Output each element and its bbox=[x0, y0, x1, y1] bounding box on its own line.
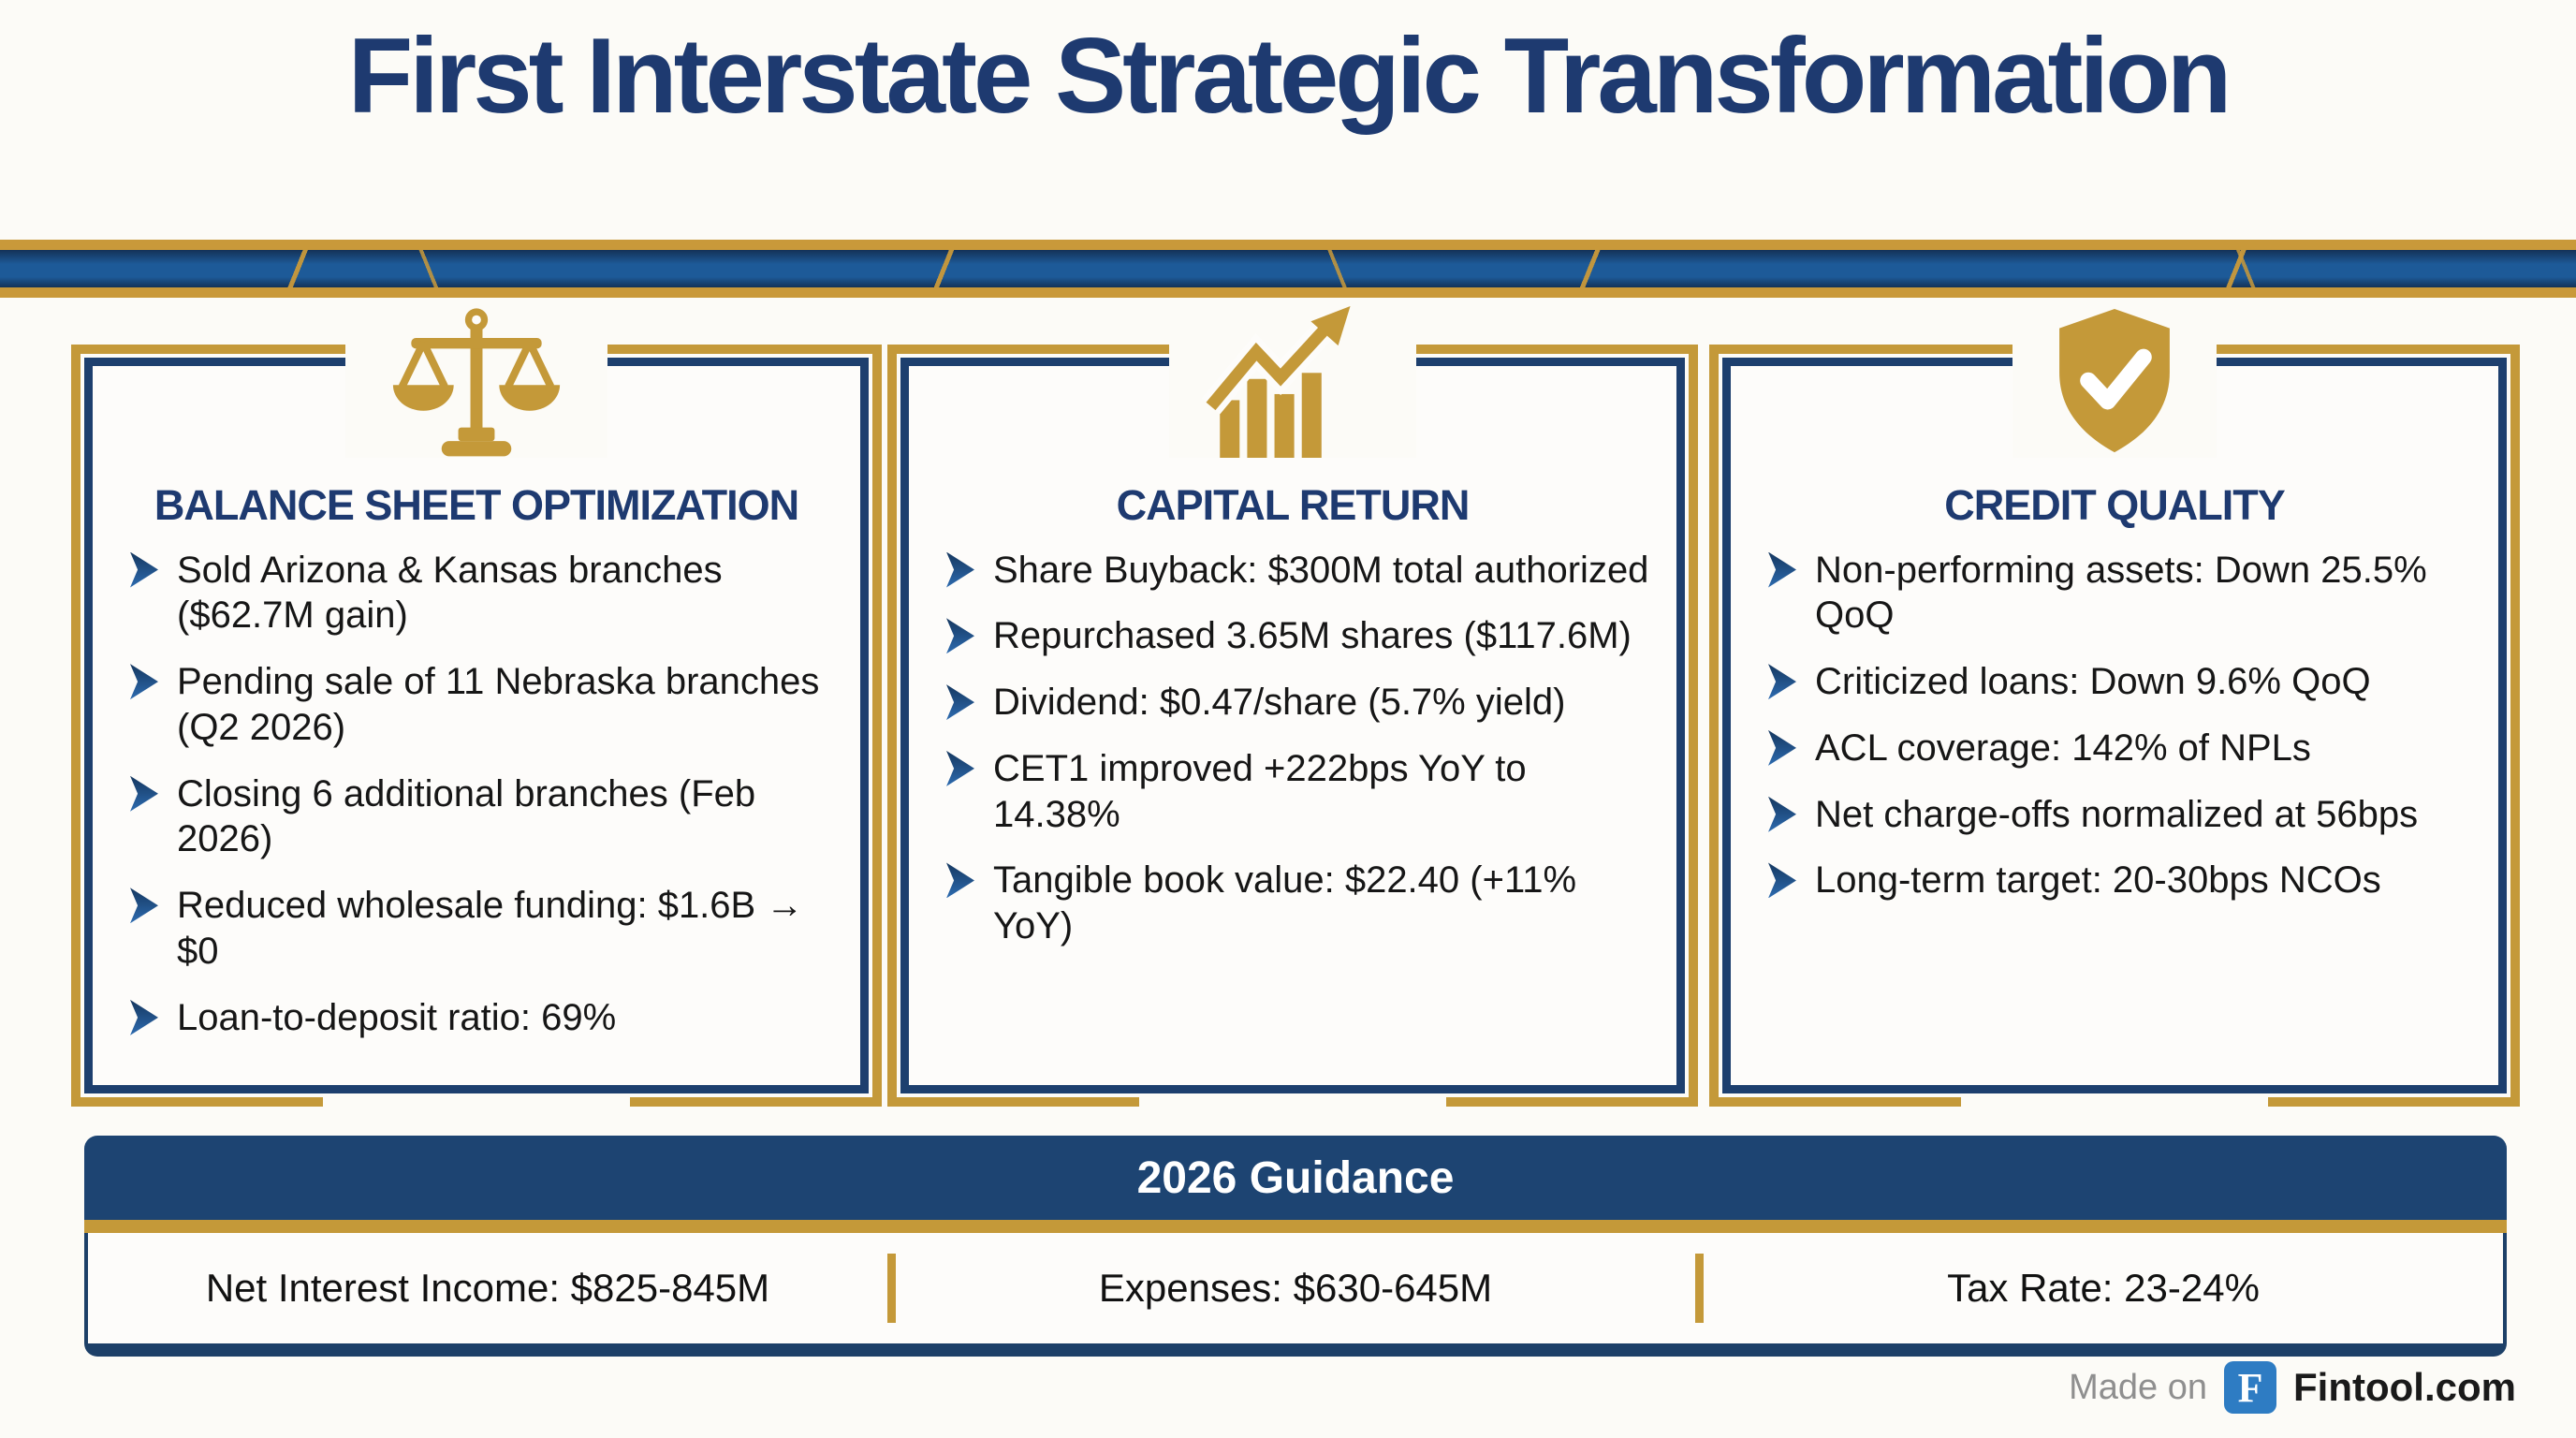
card-capital-return: CAPITAL RETURN Share Buyback: $300M tota… bbox=[887, 306, 1698, 1108]
guidance-gold-strip bbox=[84, 1220, 2507, 1233]
list-item: Repurchased 3.65M shares ($117.6M) bbox=[946, 613, 1652, 659]
bullet-arrow-icon bbox=[1768, 796, 1796, 832]
list-item: Pending sale of 11 Nebraska branches (Q2… bbox=[130, 659, 836, 751]
shield-check-icon bbox=[2012, 306, 2217, 458]
list-item: Share Buyback: $300M total authorized bbox=[946, 548, 1652, 594]
bullet-text: ACL coverage: 142% of NPLs bbox=[1815, 726, 2311, 769]
bullet-text: Repurchased 3.65M shares ($117.6M) bbox=[993, 615, 1632, 657]
bullet-text: Net charge-offs normalized at 56bps bbox=[1815, 793, 2419, 835]
guidance-divider bbox=[887, 1254, 896, 1323]
gold-frame-gap bbox=[323, 1096, 630, 1108]
bullet-arrow-icon bbox=[130, 664, 158, 700]
bullet-text: Reduced wholesale funding: $1.6B → $0 bbox=[177, 885, 804, 973]
bullet-text: Long-term target: 20-30bps NCOs bbox=[1815, 859, 2381, 902]
bullet-arrow-icon bbox=[130, 551, 158, 588]
bullet-arrow-icon bbox=[946, 618, 974, 654]
bullet-arrow-icon bbox=[946, 551, 974, 588]
fintool-logo-icon: F bbox=[2224, 1361, 2277, 1414]
made-on-label: Made on bbox=[2069, 1367, 2208, 1407]
bullet-arrow-icon bbox=[130, 775, 158, 812]
bullet-arrow-icon bbox=[130, 888, 158, 924]
guidance-title: 2026 Guidance bbox=[84, 1136, 2507, 1220]
card-title: CREDIT QUALITY bbox=[1944, 481, 2286, 529]
guidance-item-net-interest-income: Net Interest Income: $825-845M bbox=[205, 1266, 770, 1310]
bullet-text: Share Buyback: $300M total authorized bbox=[993, 549, 1649, 591]
bullet-arrow-icon bbox=[130, 999, 158, 1035]
bullet-arrow-icon bbox=[1768, 862, 1796, 899]
bullet-text: Sold Arizona & Kansas branches ($62.7M g… bbox=[177, 549, 723, 637]
list-item: Net charge-offs normalized at 56bps bbox=[1768, 792, 2474, 838]
balance-scale-icon bbox=[345, 306, 607, 458]
bullet-list: Share Buyback: $300M total authorized Re… bbox=[909, 548, 1676, 950]
guidance-panel: 2026 Guidance Net Interest Income: $825-… bbox=[84, 1136, 2507, 1357]
bullet-text: Closing 6 additional branches (Feb 2026) bbox=[177, 772, 756, 860]
list-item: Non-performing assets: Down 25.5% QoQ bbox=[1768, 548, 2474, 639]
card-title: CAPITAL RETURN bbox=[1116, 481, 1471, 529]
page-title: First Interstate Strategic Transformatio… bbox=[347, 17, 2232, 136]
guidance-item-expenses: Expenses: $630-645M bbox=[1098, 1266, 1493, 1310]
list-item: Long-term target: 20-30bps NCOs bbox=[1768, 858, 2474, 903]
card-balance-sheet-optimization: BALANCE SHEET OPTIMIZATION Sold Arizona … bbox=[71, 306, 882, 1108]
gold-frame-gap bbox=[1139, 1096, 1446, 1108]
list-item: CET1 improved +222bps YoY to 14.38% bbox=[946, 746, 1652, 838]
bullet-text: Loan-to-deposit ratio: 69% bbox=[177, 996, 617, 1038]
bullet-text: Tangible book value: $22.40 (+11% YoY) bbox=[993, 859, 1577, 947]
card-credit-quality: CREDIT QUALITY Non-performing assets: Do… bbox=[1709, 306, 2520, 1108]
guidance-item-tax-rate: Tax Rate: 23-24% bbox=[1947, 1266, 2260, 1310]
bullet-arrow-icon bbox=[946, 684, 974, 721]
bullet-text: Pending sale of 11 Nebraska branches (Q2… bbox=[177, 661, 820, 748]
list-item: Tangible book value: $22.40 (+11% YoY) bbox=[946, 858, 1652, 949]
bullet-arrow-icon bbox=[1768, 729, 1796, 766]
bullet-list: Non-performing assets: Down 25.5% QoQ Cr… bbox=[1731, 548, 2498, 904]
list-item: Sold Arizona & Kansas branches ($62.7M g… bbox=[130, 548, 836, 639]
rising-chart-icon bbox=[1169, 306, 1416, 458]
bullet-text: Criticized loans: Down 9.6% QoQ bbox=[1815, 661, 2371, 703]
bullet-arrow-icon bbox=[946, 750, 974, 786]
bullet-text: Non-performing assets: Down 25.5% QoQ bbox=[1815, 549, 2427, 637]
list-item: Dividend: $0.47/share (5.7% yield) bbox=[946, 680, 1652, 726]
fintool-brand: Fintool.com bbox=[2293, 1365, 2516, 1409]
bullet-text: Dividend: $0.47/share (5.7% yield) bbox=[993, 682, 1566, 724]
bullet-arrow-icon bbox=[1768, 551, 1796, 588]
list-item: ACL coverage: 142% of NPLs bbox=[1768, 726, 2474, 771]
footer-attribution: Made on F Fintool.com bbox=[2069, 1361, 2516, 1414]
bullet-list: Sold Arizona & Kansas branches ($62.7M g… bbox=[93, 548, 860, 1041]
bullet-arrow-icon bbox=[946, 862, 974, 899]
gold-frame-gap bbox=[1961, 1096, 2268, 1108]
bullet-text: CET1 improved +222bps YoY to 14.38% bbox=[993, 747, 1527, 835]
guidance-body: Net Interest Income: $825-845M Expenses:… bbox=[84, 1233, 2507, 1357]
guidance-divider bbox=[1695, 1254, 1704, 1323]
card-title: BALANCE SHEET OPTIMIZATION bbox=[154, 481, 799, 529]
list-item: Closing 6 additional branches (Feb 2026) bbox=[130, 771, 836, 863]
decorative-band bbox=[0, 240, 2576, 298]
bullet-arrow-icon bbox=[1768, 664, 1796, 700]
list-item: Reduced wholesale funding: $1.6B → $0 bbox=[130, 883, 836, 975]
list-item: Criticized loans: Down 9.6% QoQ bbox=[1768, 659, 2474, 705]
list-item: Loan-to-deposit ratio: 69% bbox=[130, 995, 836, 1041]
